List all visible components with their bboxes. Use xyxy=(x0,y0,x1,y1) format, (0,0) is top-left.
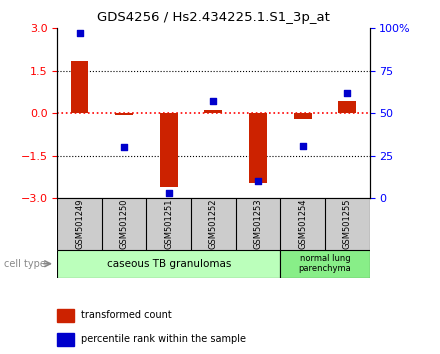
Point xyxy=(210,98,217,104)
Text: GSM501249: GSM501249 xyxy=(75,199,84,249)
Point xyxy=(165,190,172,196)
Point xyxy=(76,30,83,36)
Text: GSM501250: GSM501250 xyxy=(120,199,128,249)
Bar xyxy=(160,113,178,187)
Text: transformed count: transformed count xyxy=(81,310,172,320)
Bar xyxy=(57,309,74,322)
Bar xyxy=(280,250,370,278)
Text: GSM501251: GSM501251 xyxy=(164,199,173,249)
Bar xyxy=(115,113,133,115)
Title: GDS4256 / Hs2.434225.1.S1_3p_at: GDS4256 / Hs2.434225.1.S1_3p_at xyxy=(97,11,330,24)
Point xyxy=(121,144,128,150)
Bar xyxy=(249,113,267,183)
Bar xyxy=(294,113,312,119)
Text: GSM501254: GSM501254 xyxy=(298,199,307,249)
Point xyxy=(254,178,261,184)
Bar xyxy=(57,250,280,278)
Bar xyxy=(338,101,356,113)
Text: GSM501252: GSM501252 xyxy=(209,199,218,249)
Bar xyxy=(205,110,222,113)
Bar xyxy=(57,333,74,346)
Text: GSM501255: GSM501255 xyxy=(343,199,352,249)
Text: percentile rank within the sample: percentile rank within the sample xyxy=(81,335,246,344)
Bar xyxy=(70,61,88,113)
Text: GSM501253: GSM501253 xyxy=(253,199,263,249)
Point xyxy=(299,143,306,148)
Point xyxy=(344,90,351,96)
Text: normal lung
parenchyma: normal lung parenchyma xyxy=(299,254,352,273)
Text: caseous TB granulomas: caseous TB granulomas xyxy=(106,259,231,269)
Text: cell type: cell type xyxy=(4,259,46,269)
